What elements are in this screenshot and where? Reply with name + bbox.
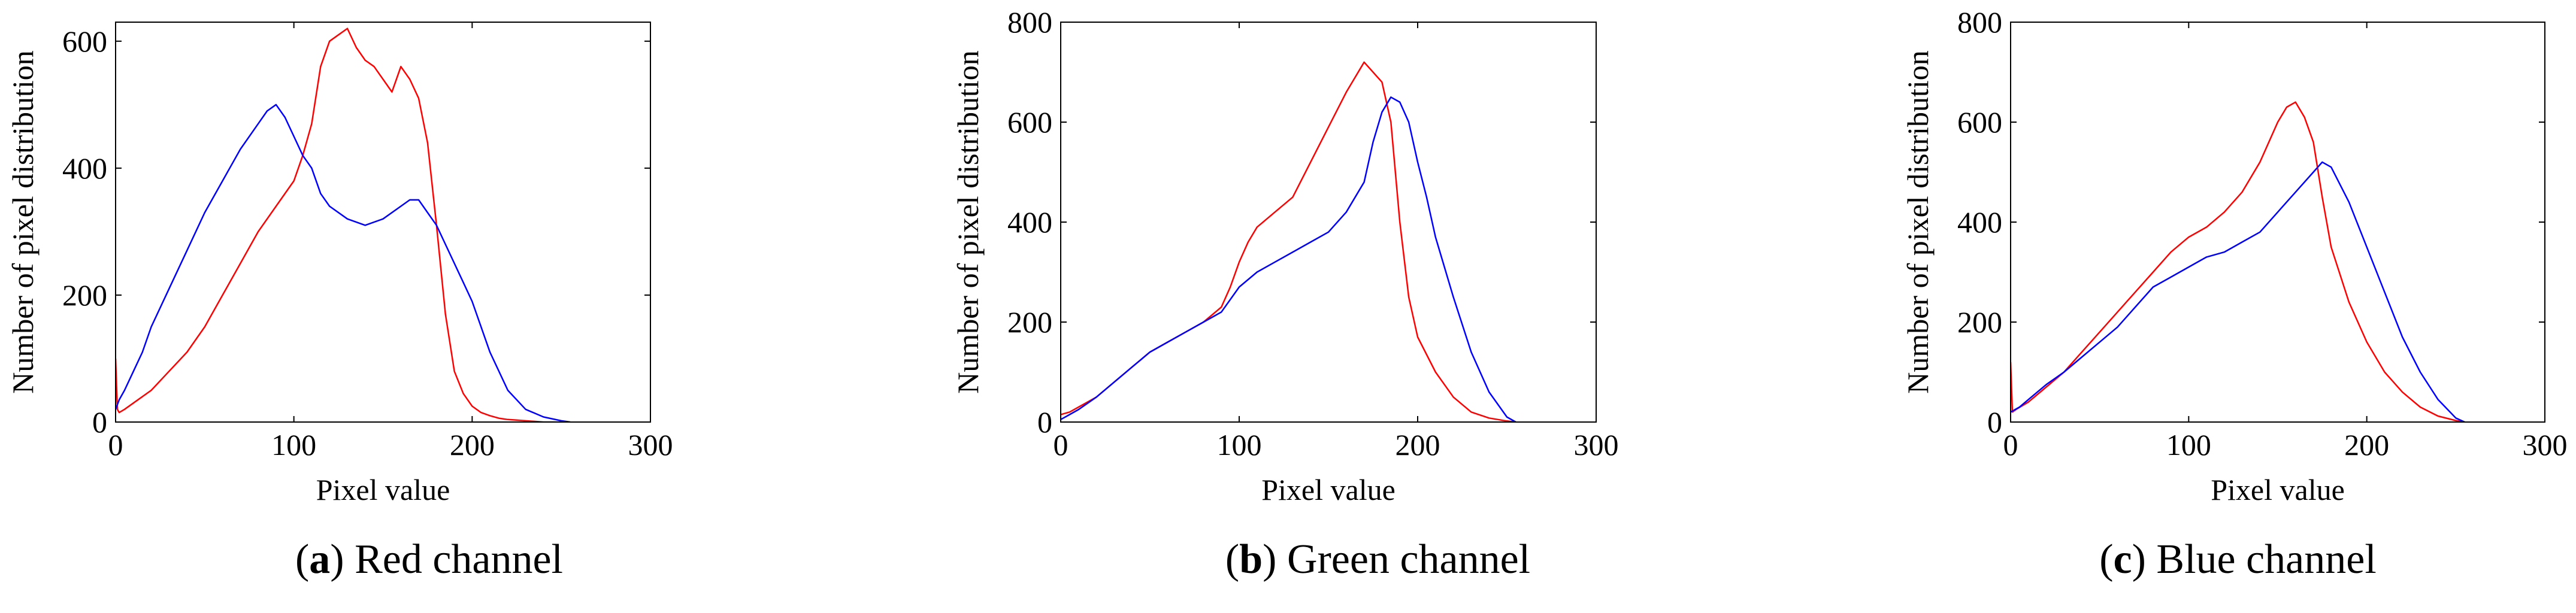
x-tick-label: 200 [1396,428,1440,462]
y-axis-title: Number of pixel distribution [6,50,40,394]
series-blue-line [116,104,571,422]
panel-red-channel: 0 100 200 300 0 200 400 600 Pixel value Number of… [0,0,858,613]
y-tick-label: 200 [1007,305,1052,339]
x-tick-label: 0 [2003,428,2018,462]
series-red-line [116,28,570,422]
caption-label: b [1239,536,1263,582]
caption-label: c [2113,536,2132,582]
series-red-line [1061,61,1516,422]
caption-text: Green channel [1287,536,1531,582]
x-tick-label: 300 [628,428,673,462]
y-tick-label: 400 [62,151,107,185]
y-axis-title: Number of pixel distribution [951,50,985,394]
x-tick-label: 200 [450,428,495,462]
plot-frame [1060,22,1597,423]
caption-green-channel: (b) Green channel [1225,536,1531,582]
y-tick-label: 600 [1007,105,1052,139]
chart-blue-channel: 0 100 200 300 0 200 400 600 800 Pixel value Number… [1901,5,2568,506]
series-red-line [2011,101,2465,422]
y-axis-title: Number of pixel distribution [1901,50,1935,394]
x-axis-title: Pixel value [2211,473,2345,506]
x-tick-label: 200 [2344,428,2389,462]
x-tick-label: 0 [1054,428,1068,462]
x-axis-title: Pixel value [1261,473,1396,506]
y-tick-label: 600 [1957,105,2002,139]
y-tick-label: 400 [1007,205,1052,239]
x-tick-label: 100 [2166,428,2211,462]
y-tick-label: 200 [1957,305,2002,339]
caption-blue-channel: (c) Blue channel [2099,536,2377,582]
x-tick-label: 100 [271,428,316,462]
y-tick-label: 600 [62,25,107,58]
y-tick-label: 200 [62,278,107,312]
y-tick-label: 800 [1007,5,1052,39]
y-tick-label: 0 [1987,405,2002,439]
x-tick-label: 300 [2523,428,2568,462]
y-tick-label: 0 [1037,405,1052,439]
plot-frame [115,22,651,423]
x-tick-label: 0 [108,428,123,462]
caption-label: a [309,536,331,582]
x-tick-label: 100 [1217,428,1262,462]
caption-text: Blue channel [2156,536,2377,582]
caption-text: Red channel [355,536,564,582]
panel-green-channel: 0 100 200 300 0 200 400 600 800 Pixel value Number… [949,0,1807,613]
x-tick-label: 300 [1574,428,1619,462]
plot-frame [2010,22,2545,423]
chart-green-channel: 0 100 200 300 0 200 400 600 800 Pixel value Number… [951,5,1619,506]
panel-blue-channel: 0 100 200 300 0 200 400 600 800 Pixel value Number… [1900,0,2576,613]
y-tick-label: 800 [1957,5,2002,39]
y-tick-label: 400 [1957,205,2002,239]
chart-red-channel: 0 100 200 300 0 200 400 600 Pixel value Number of… [6,22,673,506]
x-axis-title: Pixel value [316,473,450,506]
series-blue-line [2011,161,2465,422]
y-tick-label: 0 [92,405,107,439]
series-blue-line [1061,96,1516,422]
caption-red-channel: (a) Red channel [295,536,564,582]
